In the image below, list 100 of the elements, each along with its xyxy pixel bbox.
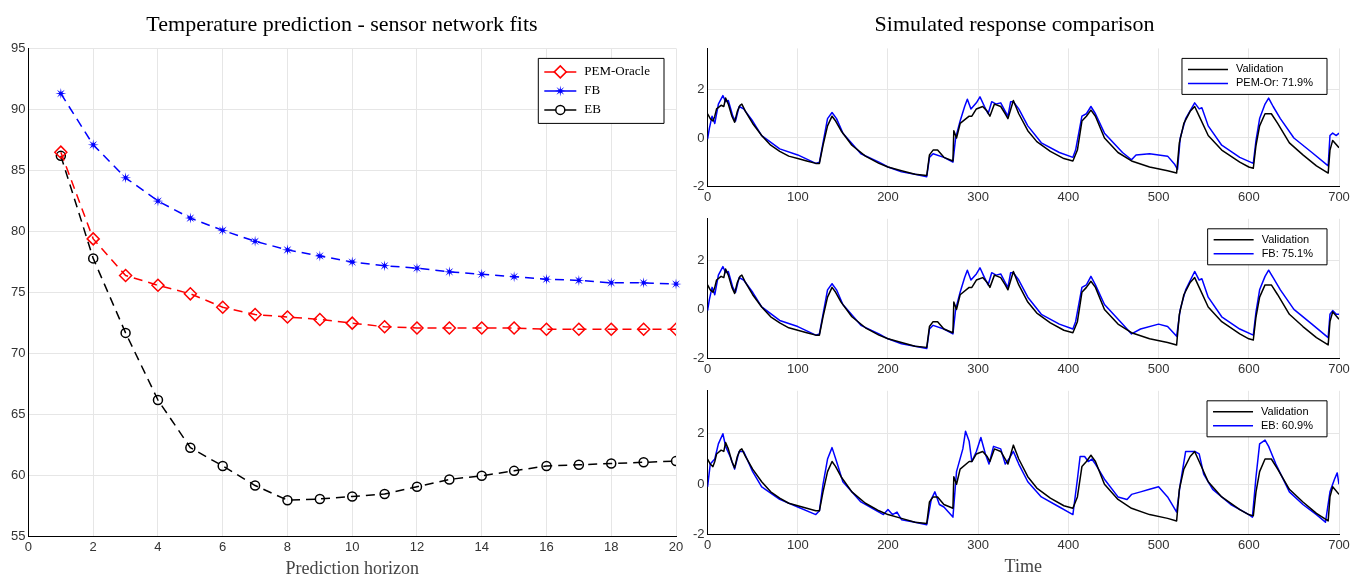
x-tick-label: 200 bbox=[877, 537, 899, 553]
x-tick-label: 100 bbox=[786, 188, 809, 204]
point bbox=[540, 273, 552, 285]
point bbox=[120, 327, 131, 339]
point bbox=[474, 321, 489, 335]
point bbox=[476, 470, 487, 481]
x-tick-label: 700 bbox=[1328, 537, 1350, 553]
legend-label: PEM-Oracle bbox=[584, 63, 651, 79]
y-tick-label: 2 bbox=[697, 81, 705, 97]
point bbox=[443, 266, 455, 278]
x-axis-title: Time bbox=[1004, 555, 1042, 576]
point bbox=[183, 287, 198, 301]
point bbox=[282, 494, 293, 506]
point bbox=[638, 457, 649, 468]
x-tick-label: 10 bbox=[345, 539, 360, 555]
x-tick-label: 400 bbox=[1057, 360, 1080, 376]
x-tick-label: 300 bbox=[967, 537, 990, 553]
point bbox=[55, 88, 67, 100]
x-tick-label: 400 bbox=[1057, 188, 1080, 204]
x-axis-title: Prediction horizon bbox=[285, 557, 419, 578]
y-tick-label: 55 bbox=[10, 528, 26, 544]
legend-label: Validation bbox=[1235, 62, 1284, 75]
point bbox=[118, 268, 133, 283]
point bbox=[249, 235, 261, 247]
x-tick-label: 700 bbox=[1328, 188, 1350, 204]
point bbox=[280, 310, 295, 324]
point bbox=[249, 480, 261, 491]
y-tick-label: 80 bbox=[10, 223, 26, 239]
y-tick-label: 0 bbox=[697, 475, 705, 491]
x-tick-label: 700 bbox=[1328, 360, 1350, 376]
point bbox=[151, 278, 165, 293]
y-tick-label: 2 bbox=[697, 425, 705, 441]
y-tick-label: -2 bbox=[693, 177, 705, 193]
y-tick-label: 70 bbox=[10, 345, 26, 361]
point bbox=[507, 321, 521, 335]
point bbox=[54, 145, 68, 159]
x-tick-label: 16 bbox=[539, 539, 554, 555]
x-tick-label: 300 bbox=[967, 188, 990, 204]
x-tick-label: 600 bbox=[1237, 188, 1260, 204]
point bbox=[120, 172, 132, 184]
x-tick-label: 500 bbox=[1147, 537, 1170, 553]
point bbox=[638, 277, 650, 289]
x-tick-label: 4 bbox=[154, 539, 162, 555]
point bbox=[410, 321, 424, 335]
point bbox=[442, 321, 457, 335]
point bbox=[86, 232, 100, 246]
point bbox=[508, 271, 520, 283]
y-tick-label: 2 bbox=[697, 252, 705, 268]
point bbox=[541, 460, 552, 472]
point bbox=[508, 465, 520, 477]
y-tick-label: 0 bbox=[697, 301, 705, 316]
point bbox=[572, 322, 586, 336]
y-tick-label: 0 bbox=[697, 129, 705, 145]
x-tick-label: 8 bbox=[283, 539, 292, 555]
y-tick-label: -2 bbox=[693, 349, 705, 365]
y-tick-label: 75 bbox=[10, 284, 26, 300]
point bbox=[411, 481, 423, 492]
y-tick-label: 95 bbox=[10, 39, 26, 55]
chart-title: Temperature prediction - sensor network fits bbox=[146, 10, 538, 36]
y-tick-label: 65 bbox=[10, 406, 26, 422]
point bbox=[184, 212, 196, 224]
legend-label: EB bbox=[584, 101, 602, 117]
point bbox=[55, 150, 67, 162]
x-tick-label: 14 bbox=[474, 539, 489, 555]
point bbox=[604, 322, 618, 336]
point bbox=[444, 474, 455, 485]
point bbox=[379, 260, 391, 272]
y-tick-label: 85 bbox=[10, 162, 26, 178]
chart-title: Simulated response comparison bbox=[874, 10, 1155, 36]
point bbox=[606, 458, 617, 469]
y-tick-label: 60 bbox=[10, 467, 26, 483]
x-tick-label: 200 bbox=[877, 360, 899, 376]
point bbox=[379, 488, 390, 500]
x-tick-label: 300 bbox=[967, 360, 990, 376]
legend-label: Validation bbox=[1261, 404, 1309, 417]
point bbox=[670, 278, 682, 290]
point bbox=[314, 493, 326, 505]
legend-label: FB bbox=[584, 82, 601, 98]
x-tick-label: 500 bbox=[1147, 188, 1170, 204]
point bbox=[152, 394, 164, 406]
point bbox=[636, 322, 651, 336]
x-tick-label: 6 bbox=[219, 539, 227, 555]
point bbox=[346, 491, 358, 502]
legend-label: PEM-Or: 71.9% bbox=[1235, 76, 1314, 89]
x-tick-label: 400 bbox=[1057, 537, 1080, 553]
point bbox=[185, 442, 196, 453]
x-tick-label: 12 bbox=[409, 539, 425, 555]
x-tick-label: 100 bbox=[786, 537, 809, 553]
point bbox=[573, 459, 585, 471]
x-tick-label: 600 bbox=[1237, 360, 1260, 376]
x-tick-label: 200 bbox=[877, 188, 899, 204]
point bbox=[377, 320, 392, 334]
point bbox=[248, 307, 262, 322]
point bbox=[152, 195, 164, 207]
x-tick-label: 20 bbox=[668, 539, 684, 555]
point bbox=[217, 224, 229, 236]
point bbox=[346, 256, 358, 268]
point bbox=[87, 139, 99, 151]
x-tick-label: 2 bbox=[89, 539, 97, 555]
point bbox=[215, 300, 230, 314]
